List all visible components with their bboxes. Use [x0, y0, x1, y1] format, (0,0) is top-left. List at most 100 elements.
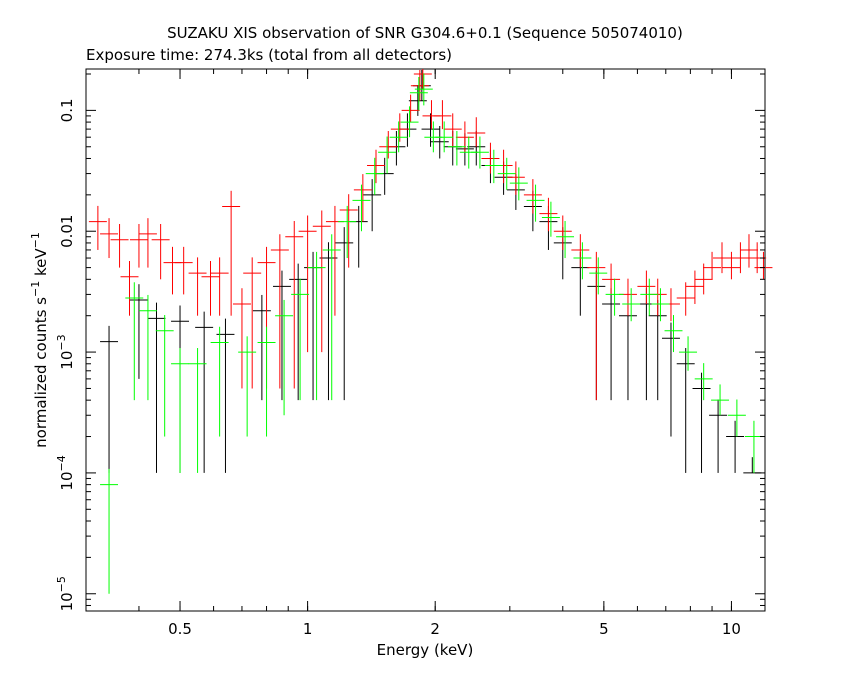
data-point [100, 468, 119, 594]
x-tick-label: 10 [722, 620, 741, 638]
data-point [409, 76, 428, 111]
data-point [526, 184, 545, 222]
x-tick-label: 5 [599, 620, 609, 638]
data-point [694, 363, 713, 401]
data-point [433, 100, 452, 130]
data-point [605, 278, 624, 316]
data-point [243, 257, 262, 389]
data-point [661, 288, 680, 322]
svg-text:10−4: 10−4 [55, 455, 76, 490]
data-point [602, 288, 621, 401]
data-point [151, 224, 170, 280]
data-point [270, 234, 289, 389]
series-layer [88, 69, 773, 594]
data-point [743, 457, 762, 474]
data-point [238, 336, 257, 437]
data-point [703, 251, 722, 280]
data-point [664, 315, 683, 353]
data-point [523, 179, 542, 214]
data-point [171, 348, 190, 473]
data-point [447, 131, 466, 166]
data-point [421, 113, 440, 147]
data-point [110, 224, 129, 268]
data-point [129, 284, 148, 379]
data-point [375, 157, 394, 195]
data-point [232, 288, 251, 389]
data-point [422, 100, 441, 130]
data-point [257, 326, 276, 437]
x-tick-label: 2 [430, 620, 440, 638]
data-point [676, 348, 695, 473]
data-point [509, 167, 528, 201]
data-point [125, 282, 144, 401]
svg-text:0.1: 0.1 [58, 98, 76, 122]
chart-title: SUZAKU XIS observation of SNR G304.6+0.1… [167, 24, 683, 42]
data-point [637, 288, 656, 401]
data-point [602, 263, 621, 295]
data-point [571, 234, 590, 268]
y-axis-label-mid: keV [32, 248, 50, 281]
data-point [443, 113, 462, 147]
data-point [307, 251, 326, 401]
data-point [676, 282, 695, 316]
data-point [553, 215, 572, 250]
data-point [494, 149, 513, 184]
data-point [349, 205, 368, 268]
data-point [289, 263, 308, 401]
data-point [322, 234, 341, 401]
data-point [338, 205, 357, 259]
data-point [120, 261, 139, 316]
data-point [272, 270, 291, 401]
ticks-layer: 0.5 1 2 5 10 0.1 0.01 10−3 10−4 10−5 [55, 69, 765, 638]
data-point [692, 372, 711, 473]
data-point [389, 121, 408, 153]
data-point [352, 184, 371, 232]
data-point [138, 218, 157, 268]
data-point [298, 215, 317, 353]
data-point [222, 190, 241, 316]
data-point [722, 251, 741, 280]
data-point [470, 136, 489, 169]
data-point [587, 251, 606, 401]
x-axis-label: Energy (keV) [377, 641, 474, 659]
data-point [155, 315, 174, 437]
data-point [637, 270, 656, 304]
data-point [285, 221, 304, 389]
data-point [622, 288, 641, 322]
data-point [210, 326, 229, 437]
y-tick-label: 0.01 [58, 215, 76, 248]
svg-text:0.01: 0.01 [58, 215, 76, 248]
data-point [727, 399, 746, 437]
data-point [188, 257, 207, 316]
data-point [740, 234, 758, 268]
data-point [410, 69, 429, 101]
data-point [497, 157, 516, 190]
data-point [188, 348, 207, 473]
series-0 [100, 69, 762, 474]
data-point [363, 179, 382, 232]
data-point [387, 131, 406, 166]
data-point [100, 325, 119, 473]
data-point [661, 322, 680, 437]
data-point [275, 299, 294, 416]
data-point [252, 294, 271, 401]
x-tick-label: 0.5 [168, 620, 192, 638]
data-point [414, 73, 433, 106]
data-point [163, 246, 182, 295]
data-point [679, 336, 698, 371]
data-point [129, 224, 148, 268]
data-point [484, 149, 503, 184]
data-point [711, 384, 730, 416]
y-tick-label: 10−3 [55, 334, 76, 369]
data-point [353, 174, 372, 222]
data-point [378, 136, 397, 174]
data-point [541, 201, 560, 237]
data-point [398, 113, 417, 147]
data-point [539, 197, 558, 232]
y-axis-label-exp1: −1 [29, 281, 42, 297]
data-point [400, 106, 419, 138]
data-point [367, 149, 385, 184]
data-point [506, 161, 525, 195]
data-point [731, 242, 750, 274]
